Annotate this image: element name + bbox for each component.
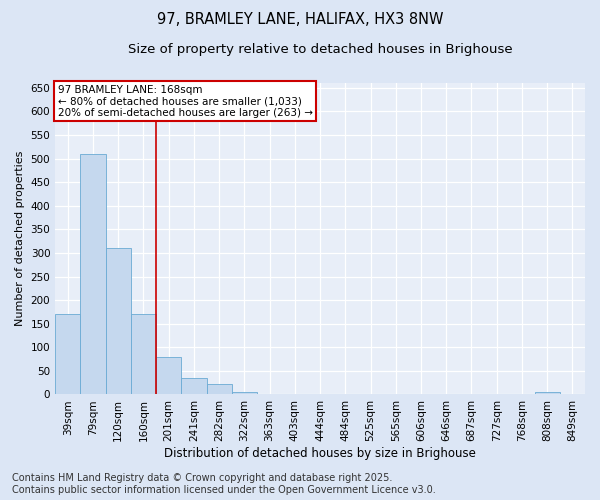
Text: 97, BRAMLEY LANE, HALIFAX, HX3 8NW: 97, BRAMLEY LANE, HALIFAX, HX3 8NW	[157, 12, 443, 28]
Bar	[80, 154, 106, 394]
Bar	[535, 392, 560, 394]
Bar	[156, 356, 181, 395]
Bar	[206, 384, 232, 394]
Title: Size of property relative to detached houses in Brighouse: Size of property relative to detached ho…	[128, 42, 512, 56]
Text: 97 BRAMLEY LANE: 168sqm
← 80% of detached houses are smaller (1,033)
20% of semi: 97 BRAMLEY LANE: 168sqm ← 80% of detache…	[58, 84, 313, 118]
Bar	[106, 248, 131, 394]
Bar	[232, 392, 257, 394]
Y-axis label: Number of detached properties: Number of detached properties	[15, 151, 25, 326]
Bar	[55, 314, 80, 394]
Bar	[181, 378, 206, 394]
Text: Contains HM Land Registry data © Crown copyright and database right 2025.
Contai: Contains HM Land Registry data © Crown c…	[12, 474, 436, 495]
X-axis label: Distribution of detached houses by size in Brighouse: Distribution of detached houses by size …	[164, 447, 476, 460]
Bar	[131, 314, 156, 394]
